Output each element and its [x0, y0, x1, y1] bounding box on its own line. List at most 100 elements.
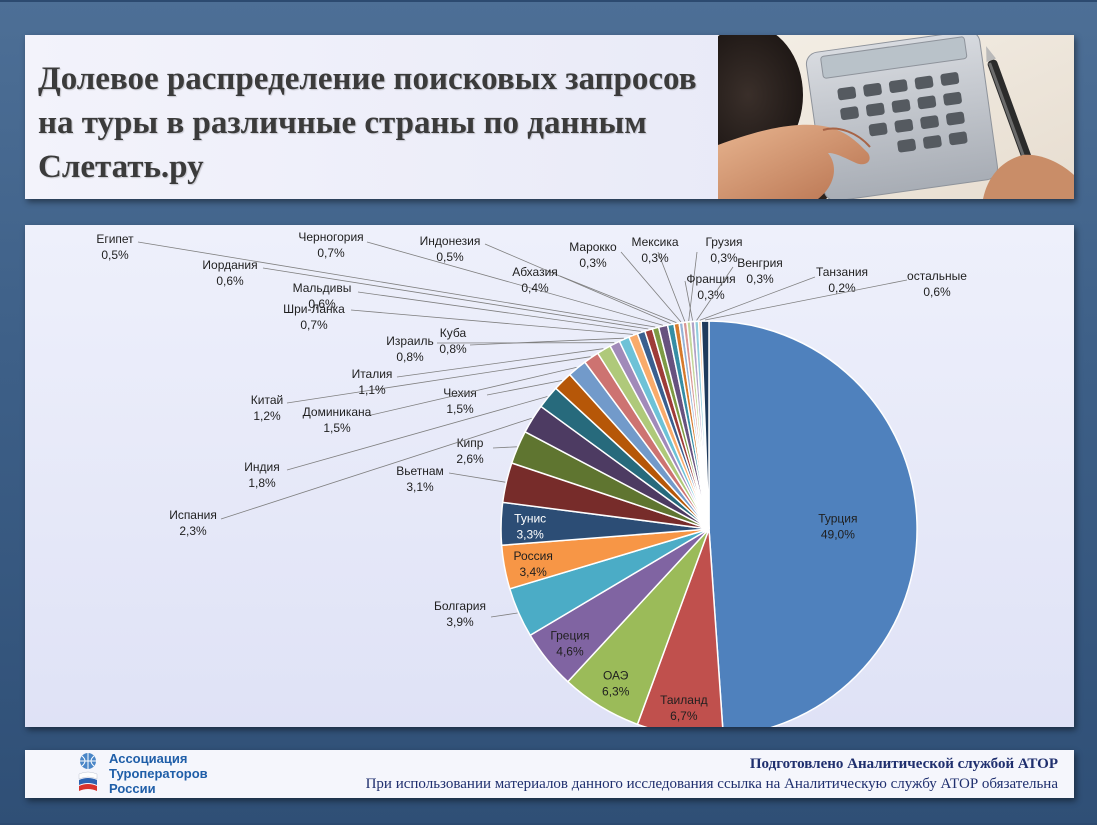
pie-slice	[708, 320, 918, 727]
org-name-line-1: Ассоциация	[109, 751, 188, 766]
leader-line	[396, 348, 604, 378]
slice-label: Шри-Ланка	[283, 302, 345, 316]
slice-value-label: 1,8%	[248, 476, 276, 490]
slice-value-label: 0,3%	[579, 256, 607, 270]
slice-label: Израиль	[386, 334, 433, 348]
slice-label: Грузия	[705, 235, 742, 249]
slice-label: Египет	[96, 232, 134, 246]
slice-label: ОАЭ	[603, 669, 629, 683]
slice-label: Черногория	[298, 230, 363, 244]
leader-line	[705, 279, 908, 321]
title-panel: Долевое распределение поисковых запросов…	[25, 35, 1074, 199]
slice-label: Иордания	[202, 258, 257, 272]
slice-value-label: 3,1%	[406, 480, 434, 494]
slice-value-label: 0,6%	[216, 274, 244, 288]
slice-label: Куба	[440, 326, 467, 340]
leader-line	[220, 417, 532, 520]
leader-line	[492, 446, 517, 449]
slice-label: Кипр	[457, 436, 484, 450]
slice-value-label: 2,6%	[456, 452, 484, 466]
usage-notice-text: При использовании материалов данного исс…	[365, 776, 1058, 792]
slice-value-label: 1,2%	[253, 409, 281, 423]
prepared-by-text: Подготовлено Аналитической службой АТОР	[749, 756, 1058, 772]
slice-label: Доминикана	[303, 405, 372, 419]
leader-line	[350, 309, 633, 335]
slice-label: Абхазия	[512, 265, 558, 279]
slice-label: Венгрия	[737, 256, 783, 270]
slice-value-label: 3,9%	[446, 615, 474, 629]
leader-line	[448, 472, 506, 483]
slice-value-label: 0,3%	[697, 288, 725, 302]
leader-line	[490, 612, 518, 618]
slice-label: Турция	[818, 512, 857, 526]
slice-value-label: 0,7%	[317, 246, 345, 260]
leader-line	[469, 337, 624, 346]
calculator-hand-image	[718, 35, 1074, 199]
slice-value-label: 0,3%	[746, 272, 774, 286]
slice-value-label: 2,3%	[179, 524, 207, 538]
org-name: Ассоциация Туроператоров России	[109, 751, 249, 796]
slice-value-label: 0,5%	[101, 248, 129, 262]
slice-label: остальные	[907, 269, 967, 283]
pie-slice	[700, 320, 710, 530]
slice-value-label: 3,4%	[519, 565, 547, 579]
slice-label: Индонезия	[420, 234, 481, 248]
slice-value-label: 1,5%	[323, 421, 351, 435]
ator-logo-icon	[78, 753, 98, 791]
slice-label: Таиланд	[660, 693, 707, 707]
org-name-line-3: России	[109, 781, 156, 796]
leader-line	[696, 266, 734, 321]
leader-line	[699, 276, 816, 321]
slice-value-label: 0,6%	[308, 297, 336, 311]
footer-panel: Ассоциация Туроператоров России Подготов…	[25, 750, 1074, 798]
leader-line	[286, 356, 591, 404]
slice-label: Испания	[169, 508, 217, 522]
slice-value-label: 6,7%	[670, 709, 698, 723]
leader-line	[366, 367, 577, 417]
leader-line	[137, 241, 656, 328]
slice-label: Мальдивы	[293, 281, 352, 295]
chart-panel: Турция 49,0% Таиланд 6,7% ОАЭ 6,3% Греция 4,6% Б…	[25, 225, 1074, 727]
slice-value-label: 0,8%	[396, 350, 424, 364]
leader-line	[684, 280, 693, 321]
leader-line	[620, 251, 682, 323]
slice-label: Тунис	[514, 512, 546, 526]
slice-label: Греция	[550, 629, 589, 643]
leader-line	[286, 396, 548, 471]
slice-value-label: 0,8%	[439, 342, 467, 356]
leader-line	[688, 251, 698, 322]
slice-value-label: 0,3%	[710, 251, 738, 265]
leader-line	[486, 380, 562, 396]
slice-label: Болгария	[434, 599, 486, 613]
slide-title: Долевое распределение поисковых запросов…	[38, 61, 697, 185]
slice-label: Россия	[513, 549, 552, 563]
slice-label: Китай	[251, 393, 283, 407]
slice-value-label: 0,7%	[300, 318, 328, 332]
slice-value-label: 6,3%	[602, 685, 630, 699]
leader-line	[657, 251, 686, 322]
leader-line	[357, 291, 641, 332]
top-frame-line	[0, 0, 1097, 2]
slice-label: Индия	[244, 460, 279, 474]
slice-label: Чехия	[443, 386, 477, 400]
slice-value-label: 0,3%	[641, 251, 669, 265]
slice-label: Вьетнам	[396, 464, 444, 478]
slice-label: Мексика	[631, 235, 678, 249]
calculator-photo	[718, 35, 1074, 199]
slice-value-label: 3,3%	[516, 528, 544, 542]
bottom-frame-line	[0, 823, 1097, 825]
slice-value-label: 1,1%	[358, 383, 386, 397]
slice-value-label: 0,4%	[521, 281, 549, 295]
slice-label: Италия	[352, 367, 393, 381]
slice-value-label: 1,5%	[446, 402, 474, 416]
slice-value-label: 49,0%	[821, 528, 855, 542]
slice-value-label: 4,6%	[556, 645, 584, 659]
slice-label: Танзания	[816, 265, 868, 279]
slice-value-label: 0,6%	[923, 285, 951, 299]
org-name-line-2: Туроператоров	[109, 766, 208, 781]
leader-line	[262, 267, 649, 330]
leader-line	[559, 275, 677, 323]
leader-line	[484, 243, 671, 324]
slice-label: Марокко	[569, 240, 617, 254]
slice-label: Франция	[686, 272, 735, 286]
